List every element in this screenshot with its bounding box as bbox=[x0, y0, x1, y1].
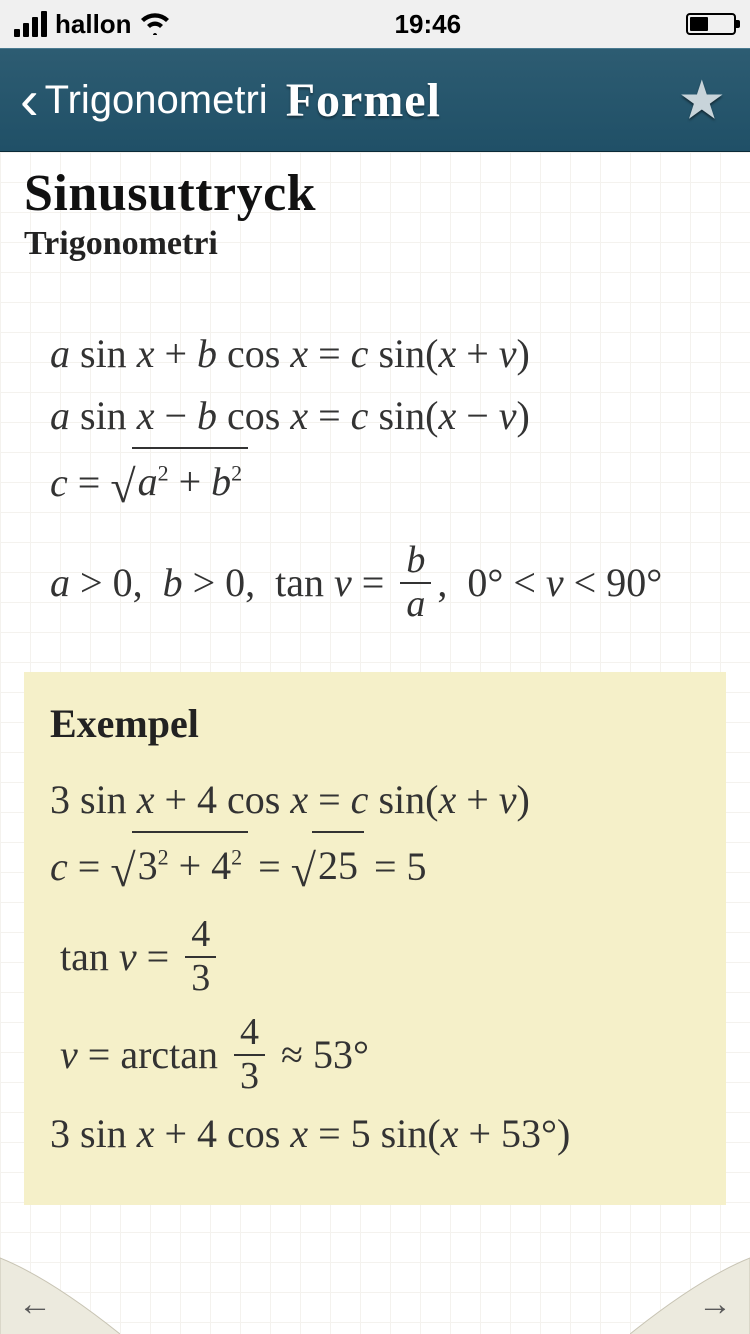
content-area[interactable]: Sinusuttryck Trigonometri a sin x + b co… bbox=[0, 152, 750, 1334]
battery-icon bbox=[686, 13, 736, 35]
formula-line-1: a sin x + b cos x = c sin(x + v) bbox=[50, 323, 726, 385]
example-line-2: c = √32 + 42 = √25 = 5 bbox=[50, 831, 700, 902]
clock-label: 19:46 bbox=[395, 9, 462, 40]
chevron-left-icon: ‹ bbox=[20, 72, 39, 128]
example-box: Exempel 3 sin x + 4 cos x = c sin(x + v)… bbox=[24, 672, 726, 1205]
next-page-button[interactable]: → bbox=[630, 1248, 750, 1334]
status-right bbox=[686, 13, 736, 35]
footer-nav: ← → bbox=[0, 1248, 750, 1334]
page-subtitle: Trigonometri bbox=[24, 225, 726, 263]
arrow-left-icon: ← bbox=[18, 1286, 52, 1324]
example-line-3: tan v = 43 bbox=[50, 914, 700, 1000]
example-line-5: 3 sin x + 4 cos x = 5 sin(x + 53°) bbox=[50, 1103, 700, 1165]
favorite-button[interactable]: ★ bbox=[678, 69, 726, 132]
prev-page-button[interactable]: ← bbox=[0, 1248, 120, 1334]
back-label: Trigonometri bbox=[45, 78, 268, 123]
arrow-right-icon: → bbox=[698, 1286, 732, 1324]
formula-line-4: a > 0, b > 0, tan v = ba, 0° < v < 90° bbox=[50, 540, 726, 626]
example-line-4: v = arctan 43 ≈ 53° bbox=[50, 1012, 700, 1098]
formula-block: a sin x + b cos x = c sin(x + v) a sin x… bbox=[24, 323, 726, 626]
formula-line-2: a sin x − b cos x = c sin(x − v) bbox=[50, 385, 726, 447]
nav-header: ‹ Trigonometri Formel ★ bbox=[0, 48, 750, 152]
formula-line-3: c = √a2 + b2 bbox=[50, 447, 726, 518]
back-button[interactable]: ‹ Trigonometri bbox=[20, 72, 268, 128]
status-left: hallon bbox=[14, 9, 170, 40]
star-icon: ★ bbox=[678, 71, 726, 131]
example-line-1: 3 sin x + 4 cos x = c sin(x + v) bbox=[50, 769, 700, 831]
nav-title: Formel bbox=[286, 73, 441, 128]
status-bar: hallon 19:46 bbox=[0, 0, 750, 48]
example-title: Exempel bbox=[50, 700, 700, 747]
carrier-label: hallon bbox=[55, 9, 132, 40]
signal-icon bbox=[14, 11, 47, 37]
page-title: Sinusuttryck bbox=[24, 164, 726, 223]
wifi-icon bbox=[140, 13, 170, 35]
